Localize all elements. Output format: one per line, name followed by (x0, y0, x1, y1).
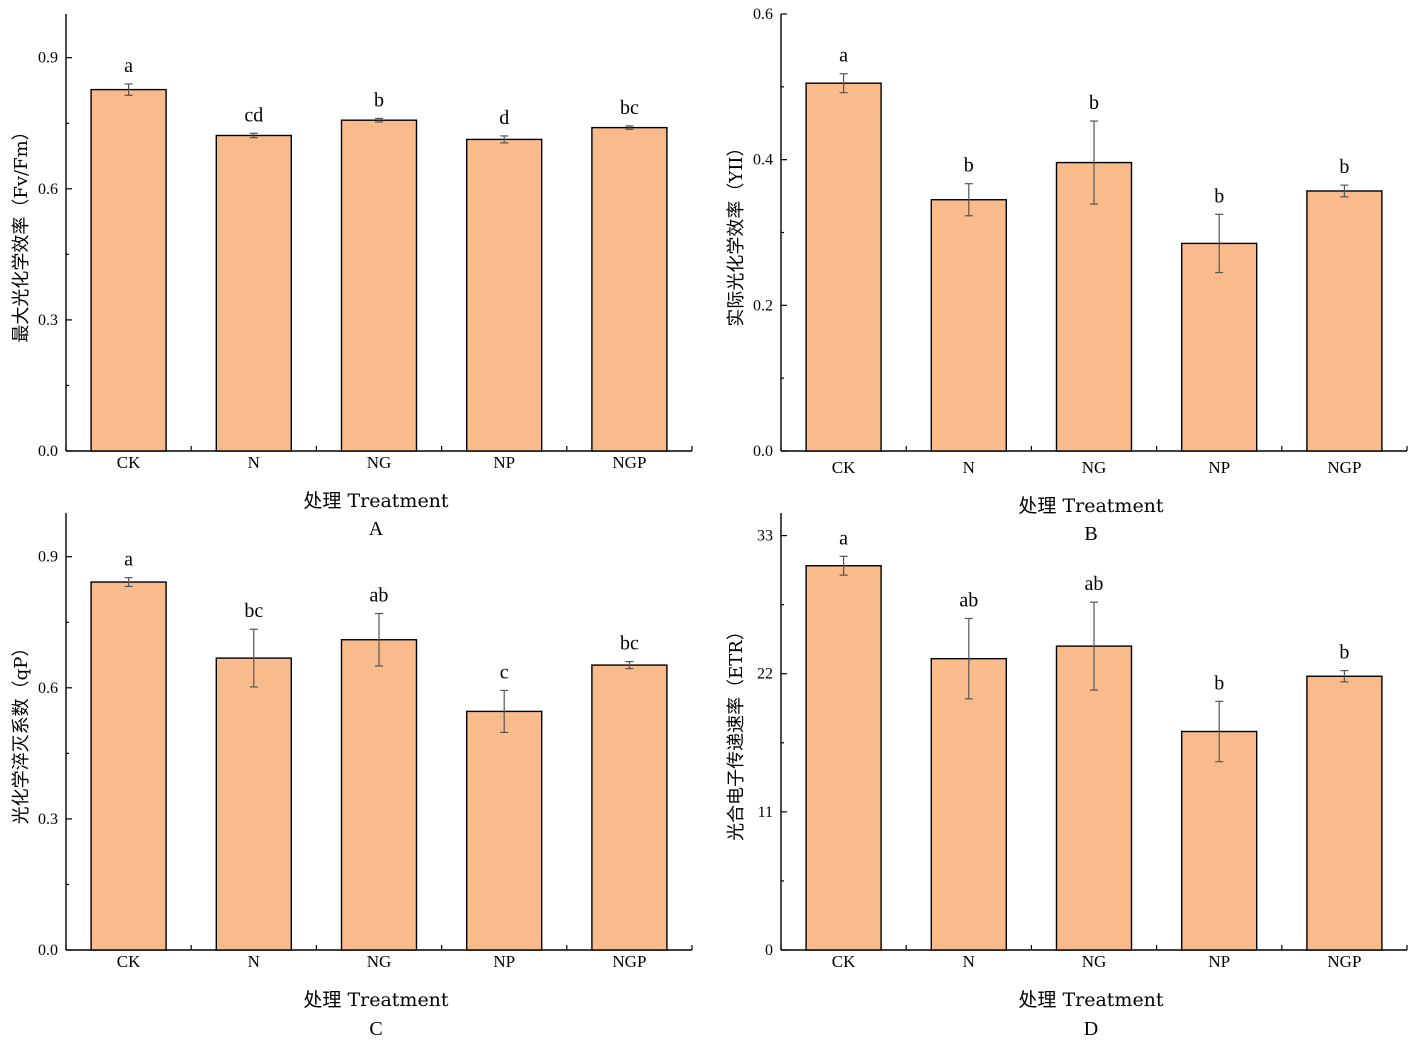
significance-letter: a (124, 55, 133, 77)
significance-letter: b (1339, 156, 1349, 178)
significance-letter: ab (370, 585, 389, 607)
significance-letter: b (1339, 642, 1349, 664)
significance-letter: bc (620, 633, 639, 655)
category-label: NP (1208, 458, 1230, 477)
y-tick-label: 22 (757, 666, 773, 683)
y-tick-label: 0.2 (753, 297, 773, 314)
bar-np (466, 710, 543, 951)
panel-label: C (369, 1018, 382, 1040)
bar-ng (340, 119, 418, 452)
panel-label: D (1084, 1018, 1098, 1040)
category-label: CK (832, 458, 856, 477)
bar-ck (90, 88, 167, 452)
significance-letter: a (124, 549, 133, 571)
chart-panel-a: 0.0 0.3 0.6 0.9 a CK cd Nb NG d NP bc NGP 处理 Treatmen… (11, 14, 693, 540)
y-tick-label: 0.6 (753, 6, 773, 23)
category-label: NP (493, 952, 515, 971)
chart-panel-d: 0 11 22 33 a CK ab Nab NG b NP b NGP 处理 Treatment D 光合电… (726, 513, 1408, 1040)
category-label: NG (1082, 952, 1107, 971)
category-label: N (248, 453, 260, 472)
chart-panel-c: 0.0 0.3 0.6 0.9 a CK bc Nab NG c NP bc NGP 处理 Treatme… (11, 513, 693, 1040)
bar-np (466, 138, 543, 452)
bar-ngp (1306, 675, 1383, 951)
significance-letter: a (839, 527, 848, 549)
significance-letter: b (1214, 672, 1224, 694)
significance-letter: b (964, 155, 974, 177)
significance-letter: ab (1085, 573, 1104, 595)
panel-label: A (369, 518, 384, 540)
y-tick-label: 0.3 (38, 811, 58, 828)
y-tick-label: 0.9 (38, 50, 58, 67)
bar-np (1180, 730, 1258, 951)
category-label: NGP (1327, 458, 1361, 477)
significance-letter: c (500, 661, 509, 683)
bar-n (215, 134, 293, 452)
category-label: CK (117, 952, 141, 971)
category-label: N (963, 952, 975, 971)
category-label: CK (832, 952, 856, 971)
bar-np (1180, 242, 1258, 452)
category-label: NG (367, 453, 392, 472)
y-tick-label: 11 (758, 804, 773, 821)
y-tick-label: 0.0 (38, 443, 58, 460)
x-axis-title: 处理 Treatment (1018, 495, 1163, 517)
y-tick-label: 0.3 (38, 312, 58, 329)
category-label: NG (367, 952, 392, 971)
bar-ck (805, 82, 882, 452)
y-axis-title: 最大光化学效率（Fv/Fm） (11, 122, 32, 342)
bar-n (930, 657, 1007, 951)
bar-ngp (1306, 190, 1383, 452)
bar-ngp (591, 126, 668, 452)
category-label: N (963, 458, 975, 477)
y-tick-label: 0.9 (38, 549, 58, 566)
significance-letter: d (499, 107, 509, 129)
category-label: NGP (612, 952, 646, 971)
bar-n (215, 657, 293, 951)
bar-ng (340, 639, 418, 951)
significance-letter: b (1214, 185, 1224, 207)
category-label: CK (117, 453, 141, 472)
significance-letter: bc (620, 97, 639, 119)
y-tick-label: 0.0 (753, 443, 773, 460)
category-label: N (248, 952, 260, 971)
bar-ck (90, 581, 167, 951)
x-axis-title: 处理 Treatment (303, 989, 448, 1011)
y-tick-label: 0 (765, 942, 773, 959)
y-tick-label: 0.6 (38, 181, 58, 198)
y-tick-label: 0.4 (753, 152, 773, 169)
y-axis-title: 实际光化学效率（YII） (726, 138, 747, 326)
bar-ck (805, 565, 882, 951)
y-tick-label: 0.6 (38, 680, 58, 697)
panel-label: B (1084, 523, 1097, 545)
x-axis-title: 处理 Treatment (303, 490, 448, 512)
bar-ngp (591, 664, 668, 951)
significance-letter: b (1089, 92, 1099, 114)
y-tick-label: 0.0 (38, 942, 58, 959)
significance-letter: cd (244, 104, 263, 126)
category-label: NP (1208, 952, 1230, 971)
significance-letter: a (839, 45, 848, 67)
significance-letter: ab (959, 589, 978, 611)
y-axis-title: 光化学淬灭系数（qP） (11, 639, 32, 825)
significance-letter: bc (244, 600, 263, 622)
y-tick-label: 33 (757, 528, 773, 545)
bar-n (930, 199, 1007, 452)
bar-ng (1055, 645, 1133, 951)
x-axis-title: 处理 Treatment (1018, 989, 1163, 1011)
y-axis-title: 光合电子传递速率（ETR） (726, 622, 747, 841)
significance-letter: b (374, 89, 384, 111)
bar-ng (1055, 161, 1133, 452)
category-label: NG (1082, 458, 1107, 477)
category-label: NGP (612, 453, 646, 472)
category-label: NGP (1327, 952, 1361, 971)
category-label: NP (493, 453, 515, 472)
chart-panel-b: 0.0 0.2 0.4 0.6 a CK b Nb NG b NP b NGP 处理 Treatment B… (726, 6, 1408, 545)
